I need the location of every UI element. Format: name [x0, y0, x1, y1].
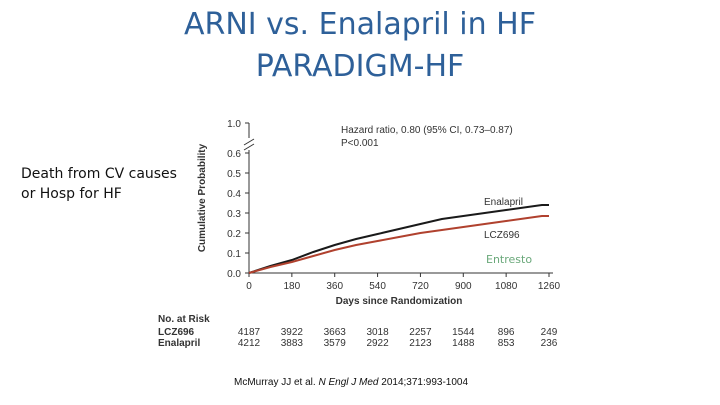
at-risk-value: 3922	[281, 327, 304, 338]
series-line-enalapril	[248, 204, 549, 274]
citation-ref: 2014;371:993-1004	[381, 377, 469, 388]
at-risk-value: 3663	[324, 327, 347, 338]
x-tick-label: 0	[246, 281, 252, 292]
at-risk-row-label: Enalapril	[158, 338, 200, 349]
y-tick-label: 0.3	[227, 209, 241, 220]
at-risk-value: 4212	[238, 338, 261, 349]
y-tick-label: 0.0	[227, 269, 241, 280]
at-risk-value: 1544	[452, 327, 475, 338]
slide-title-line2: PARADIGM-HF	[255, 49, 465, 84]
x-tick-label: 1260	[538, 281, 561, 292]
series-line-lcz696	[248, 215, 549, 274]
citation: McMurray JJ et al. N Engl J Med 2014;371…	[234, 377, 468, 388]
x-tick-label: 1080	[495, 281, 518, 292]
y-tick-label: 0.5	[227, 169, 241, 180]
x-tick-label: 360	[326, 281, 343, 292]
entresto-annotation: Entresto	[486, 253, 532, 266]
hazard-ratio-text: Hazard ratio, 0.80 (95% CI, 0.73–0.87)	[341, 125, 513, 136]
at-risk-value: 3579	[324, 338, 347, 349]
x-tick-label: 540	[369, 281, 386, 292]
series-label-lcz696: LCZ696	[484, 230, 520, 241]
series-label-enalapril: Enalapril	[484, 197, 523, 208]
at-risk-value: 2922	[366, 338, 389, 349]
citation-authors: McMurray JJ et al.	[234, 377, 316, 388]
slide-title-line1: ARNI vs. Enalapril in HF	[183, 7, 536, 42]
y-axis-label: Cumulative Probability	[197, 143, 208, 252]
at-risk-value: 853	[498, 338, 515, 349]
y-tick-label: 1.0	[227, 119, 241, 130]
at-risk-value: 4187	[238, 327, 261, 338]
endpoint-label-line1: Death from CV causes	[21, 166, 177, 182]
at-risk-value: 249	[541, 327, 558, 338]
x-tick-label: 720	[412, 281, 429, 292]
x-tick-label: 180	[284, 281, 301, 292]
p-value-text: P<0.001	[341, 138, 379, 149]
at-risk-value: 236	[541, 338, 558, 349]
y-tick-label: 0.6	[227, 149, 241, 160]
at-risk-row-label: LCZ696	[158, 327, 195, 338]
axis-break-mark-2	[243, 143, 255, 151]
y-tick-label: 0.1	[227, 249, 241, 260]
x-axis-label: Days since Randomization	[336, 296, 463, 307]
at-risk-title: No. at Risk	[158, 314, 210, 325]
x-tick-label: 900	[455, 281, 472, 292]
axis-break-mark-1	[243, 138, 255, 146]
endpoint-label-line2: or Hosp for HF	[21, 186, 122, 202]
at-risk-value: 3883	[281, 338, 304, 349]
at-risk-value: 3018	[366, 327, 389, 338]
y-tick-label: 0.2	[227, 229, 241, 240]
at-risk-value: 2257	[409, 327, 432, 338]
endpoint-label: Death from CV causes or Hosp for HF	[21, 164, 191, 204]
y-tick-label: 0.4	[227, 189, 241, 200]
citation-journal: N Engl J Med	[318, 377, 379, 388]
at-risk-value: 896	[498, 327, 515, 338]
at-risk-value: 2123	[409, 338, 432, 349]
at-risk-value: 1488	[452, 338, 475, 349]
